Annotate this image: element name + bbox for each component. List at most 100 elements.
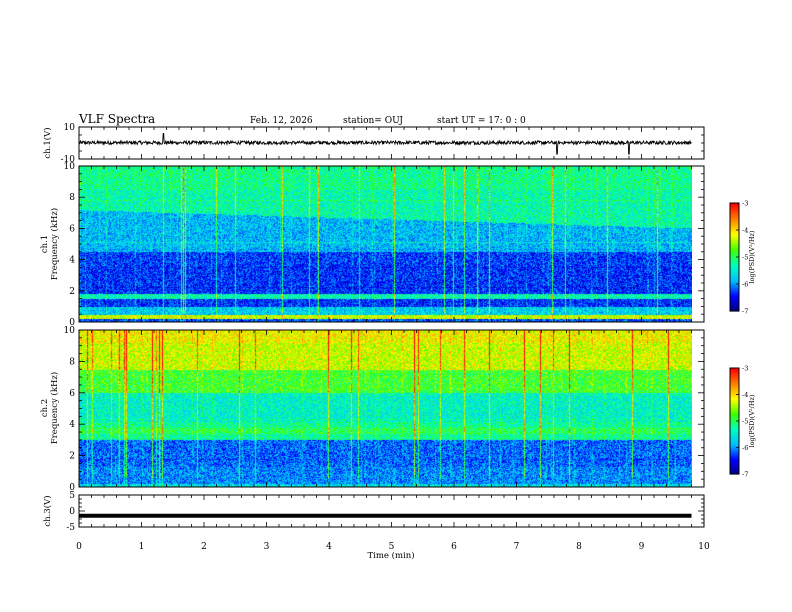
ch1-waveform-line <box>78 132 692 155</box>
spectrogram-image <box>79 166 692 322</box>
colorbar-segment <box>730 287 739 290</box>
colorbar-segment <box>730 387 739 390</box>
colorbar-segment <box>730 260 739 263</box>
colorbar-segment <box>730 233 739 236</box>
colorbar-segment <box>730 389 739 392</box>
colorbar-segment <box>730 222 739 226</box>
colorbar-segment <box>730 289 739 292</box>
y-tick-label: 0 <box>69 318 75 328</box>
colorbar-segment <box>730 203 739 206</box>
start-time-label: start UT = 17: 0 : 0 <box>437 116 526 126</box>
figure-title: VLF Spectra <box>78 112 155 126</box>
x-tick-label: 6 <box>451 542 457 552</box>
colorbar-tick-label: -3 <box>742 200 748 208</box>
colorbar-segment <box>730 253 739 256</box>
ch1-waveform-ylabel: ch.1(V) <box>42 127 53 158</box>
y-tick-label: -5 <box>66 523 75 533</box>
colorbar-segment <box>730 269 739 272</box>
colorbar-segment <box>730 390 739 394</box>
colorbar-segment <box>730 445 739 449</box>
colorbar-segment <box>730 309 739 312</box>
colorbar-segment <box>730 449 739 452</box>
colorbar-segment <box>730 447 739 450</box>
colorbar-segment <box>730 378 739 381</box>
colorbar-segment <box>730 296 739 299</box>
colorbar-segment <box>730 468 739 472</box>
y-tick-label: 2 <box>69 287 75 297</box>
colorbar-segment <box>730 240 739 244</box>
colorbar-segment <box>730 255 739 258</box>
colorbar-segment <box>730 267 739 271</box>
colorbar-segment <box>730 280 739 283</box>
ch2-colorbar: -3 -4 -5 -6 -7 log(PSD)(V²/Hz) <box>729 365 756 479</box>
colorbar-segment <box>730 262 739 265</box>
station-label: station= OUJ <box>343 116 403 126</box>
colorbar-segment <box>730 412 739 415</box>
colorbar-segment <box>730 278 739 281</box>
colorbar-segment <box>730 237 739 240</box>
colorbar-segment <box>730 231 739 235</box>
colorbar-segment <box>730 302 739 305</box>
colorbar-segment <box>730 383 739 387</box>
spectrogram-image <box>79 330 692 487</box>
ch3-waveform-ylabel: ch.3(V) <box>42 495 53 526</box>
colorbar-segment <box>730 217 739 220</box>
colorbar-segment <box>730 298 739 301</box>
colorbar-segment <box>730 459 739 463</box>
x-tick-label: 9 <box>639 542 645 552</box>
colorbar-segment <box>730 251 739 254</box>
colorbar-segment <box>730 417 739 420</box>
colorbar-segment <box>730 422 739 426</box>
colorbar-label: log(PSD)(V²/Hz) <box>748 394 756 447</box>
colorbar-segment <box>730 303 739 307</box>
colorbar-segment <box>730 458 739 461</box>
colorbar-segment <box>730 305 739 308</box>
colorbar-segment <box>730 431 739 434</box>
colorbar-segment <box>730 428 739 431</box>
colorbar-segment <box>730 371 739 374</box>
colorbar-tick-label: -6 <box>742 281 748 289</box>
colorbar-tick-label: -4 <box>742 227 748 235</box>
colorbar-segment <box>730 442 739 445</box>
colorbar-segment <box>730 438 739 442</box>
ch1-colorbar: -3 -4 -5 -6 -7 log(PSD)(V²/Hz) <box>729 200 756 316</box>
x-tick-label: 4 <box>326 542 332 552</box>
colorbar-segment <box>730 249 739 253</box>
colorbar-segment <box>730 235 739 238</box>
colorbar-segment <box>730 244 739 247</box>
colorbar-segment <box>730 463 739 466</box>
colorbar-segment <box>730 408 739 411</box>
colorbar-segment <box>730 369 739 373</box>
colorbar-segment <box>730 421 739 424</box>
colorbar-segment <box>730 275 739 278</box>
colorbar-segment <box>730 307 739 310</box>
colorbar-segment <box>730 415 739 419</box>
colorbar-segment <box>730 228 739 231</box>
ch1-spectrogram-ylabel-channel: ch.1 <box>40 235 50 253</box>
colorbar-segment <box>730 204 739 208</box>
colorbar-tick-label: -5 <box>742 418 748 426</box>
colorbar-segment <box>730 436 739 440</box>
colorbar-segment <box>730 440 739 443</box>
colorbar-segment <box>730 246 739 249</box>
colorbar-segment <box>730 258 739 262</box>
x-tick-label: 1 <box>139 542 145 552</box>
x-tick-label: 3 <box>264 542 270 552</box>
y-tick-label: 6 <box>69 389 75 399</box>
colorbar-segment <box>730 454 739 457</box>
y-tick-label: 10 <box>64 123 76 133</box>
ch1-spectrogram-ylabel-freq: Frequency (kHz) <box>49 208 60 280</box>
colorbar-segment <box>730 264 739 267</box>
colorbar-segment <box>730 273 739 276</box>
colorbar-segment <box>730 456 739 459</box>
colorbar-segment <box>730 426 739 429</box>
colorbar-segment <box>730 435 739 438</box>
colorbar-tick-label: -4 <box>742 391 748 399</box>
colorbar-segment <box>730 376 739 380</box>
x-tick-label: 7 <box>514 542 520 552</box>
date-label: Feb. 12, 2026 <box>250 116 313 126</box>
y-tick-label: 10 <box>64 162 76 172</box>
x-tick-label: 8 <box>576 542 582 552</box>
colorbar-segment <box>730 208 739 211</box>
colorbar-tick-label: -6 <box>742 444 748 452</box>
